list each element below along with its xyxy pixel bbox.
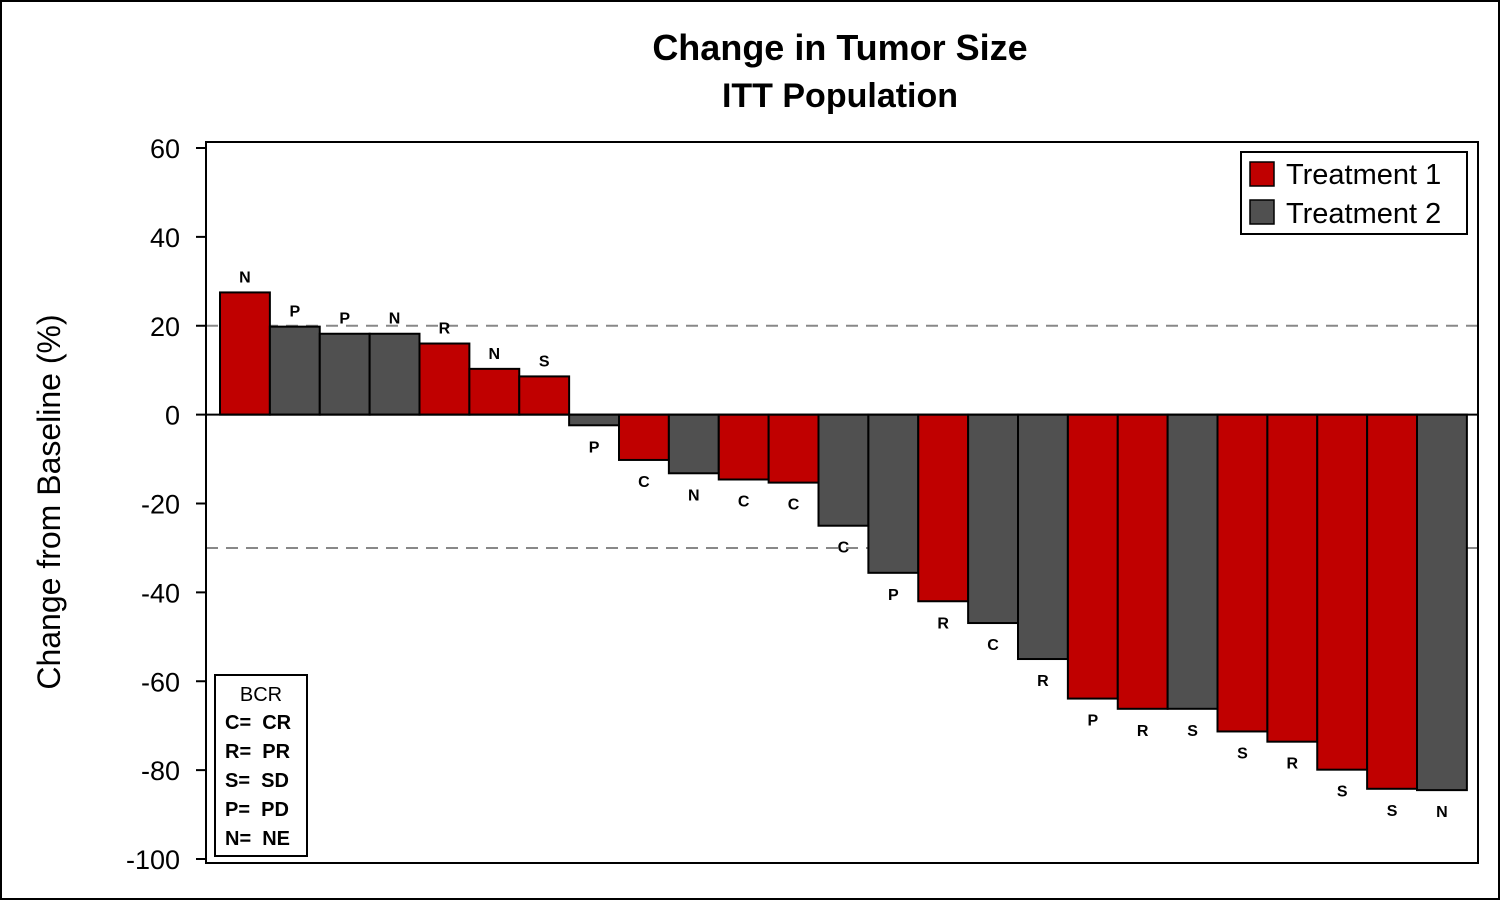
bcr-item-ne: N= NE bbox=[225, 828, 290, 850]
bar-label: N bbox=[239, 269, 251, 286]
bar-label: P bbox=[1087, 713, 1098, 730]
bar-label: P bbox=[589, 439, 600, 456]
bcr-legend-title: BCR bbox=[240, 684, 282, 706]
y-tick-label: 0 bbox=[165, 401, 180, 431]
bar-label: P bbox=[289, 304, 300, 321]
plot-area-border bbox=[205, 141, 1479, 864]
bar-label: C bbox=[987, 637, 999, 654]
y-tick-label: -60 bbox=[141, 667, 180, 697]
bcr-item-pd: P= PD bbox=[225, 799, 289, 821]
chart-subtitle: ITT Population bbox=[722, 77, 958, 115]
bar bbox=[917, 413, 970, 603]
bar-label: R bbox=[439, 321, 451, 338]
bar-label: P bbox=[339, 311, 350, 328]
bar bbox=[667, 413, 720, 475]
bar-label: N bbox=[389, 311, 401, 328]
bar bbox=[318, 332, 371, 416]
bar-label: S bbox=[1237, 745, 1248, 762]
y-tick-label: 60 bbox=[150, 134, 180, 164]
bar bbox=[418, 342, 471, 416]
bar bbox=[1116, 413, 1169, 710]
y-tick-label: -80 bbox=[141, 756, 180, 786]
bar bbox=[1266, 413, 1319, 743]
bcr-legend-box bbox=[214, 674, 308, 857]
bar-label: C bbox=[788, 497, 800, 514]
bar bbox=[967, 413, 1019, 625]
bar-label: R bbox=[1287, 756, 1299, 773]
bar bbox=[1366, 413, 1418, 790]
bar bbox=[717, 413, 770, 481]
bars bbox=[219, 291, 1468, 792]
legend-label-treatment-2: Treatment 2 bbox=[1286, 198, 1441, 230]
bar-label: R bbox=[937, 615, 949, 632]
y-tick-label: 40 bbox=[150, 223, 180, 253]
bar-label: N bbox=[1436, 804, 1448, 821]
bar bbox=[268, 325, 321, 416]
y-tick-label: -20 bbox=[141, 490, 180, 520]
legend-swatch-treatment-1 bbox=[1249, 161, 1275, 187]
bar bbox=[1416, 413, 1468, 792]
bar bbox=[518, 375, 571, 416]
bar-label: N bbox=[688, 487, 700, 504]
bar bbox=[867, 413, 920, 574]
bar bbox=[219, 291, 271, 416]
bar bbox=[468, 367, 521, 416]
chart-title: Change in Tumor Size bbox=[652, 27, 1027, 68]
bar bbox=[618, 413, 670, 461]
bar-label: R bbox=[1137, 723, 1149, 740]
y-tick-label: -100 bbox=[126, 845, 180, 875]
bar bbox=[817, 413, 870, 527]
bar-labels: N P P N R N S P C N C C C P R C R P R S S R S S N bbox=[239, 269, 1448, 821]
bar bbox=[1017, 413, 1069, 661]
bar-label: S bbox=[539, 353, 550, 370]
bar-label: C bbox=[838, 540, 850, 557]
bar bbox=[568, 413, 620, 427]
bar bbox=[1216, 413, 1269, 733]
bar bbox=[1316, 413, 1369, 771]
bar-label: P bbox=[888, 587, 899, 604]
y-axis-label: Change from Baseline (%) bbox=[31, 314, 67, 689]
bar bbox=[1066, 413, 1119, 700]
bar bbox=[1166, 413, 1219, 710]
bcr-item-sd: S= SD bbox=[225, 770, 289, 792]
treatment-legend-box bbox=[1240, 151, 1468, 235]
bar-label: C bbox=[738, 494, 750, 511]
y-tick-label: 20 bbox=[150, 312, 180, 342]
bcr-item-pr: R= PR bbox=[225, 741, 291, 763]
bar bbox=[767, 413, 820, 484]
y-tick-label: -40 bbox=[141, 578, 180, 608]
bar-label: S bbox=[1187, 723, 1198, 740]
legend-swatch-treatment-2 bbox=[1249, 199, 1275, 225]
legend-label-treatment-1: Treatment 1 bbox=[1286, 159, 1441, 191]
bar-label: R bbox=[1037, 673, 1049, 690]
bar bbox=[368, 332, 421, 416]
treatment-legend: Treatment 1 Treatment 2 bbox=[1240, 151, 1468, 235]
bar-label: C bbox=[638, 474, 650, 491]
bcr-legend: BCR C= CR R= PR S= SD P= PD N= NE bbox=[214, 674, 308, 857]
y-axis-ticks: 60 40 20 0 -20 -40 -60 -80 -100 bbox=[126, 134, 206, 875]
bar-label: S bbox=[1387, 803, 1398, 820]
bar-label: N bbox=[489, 346, 501, 363]
bar-label: S bbox=[1337, 784, 1348, 801]
bcr-item-cr: C= CR bbox=[225, 712, 292, 734]
